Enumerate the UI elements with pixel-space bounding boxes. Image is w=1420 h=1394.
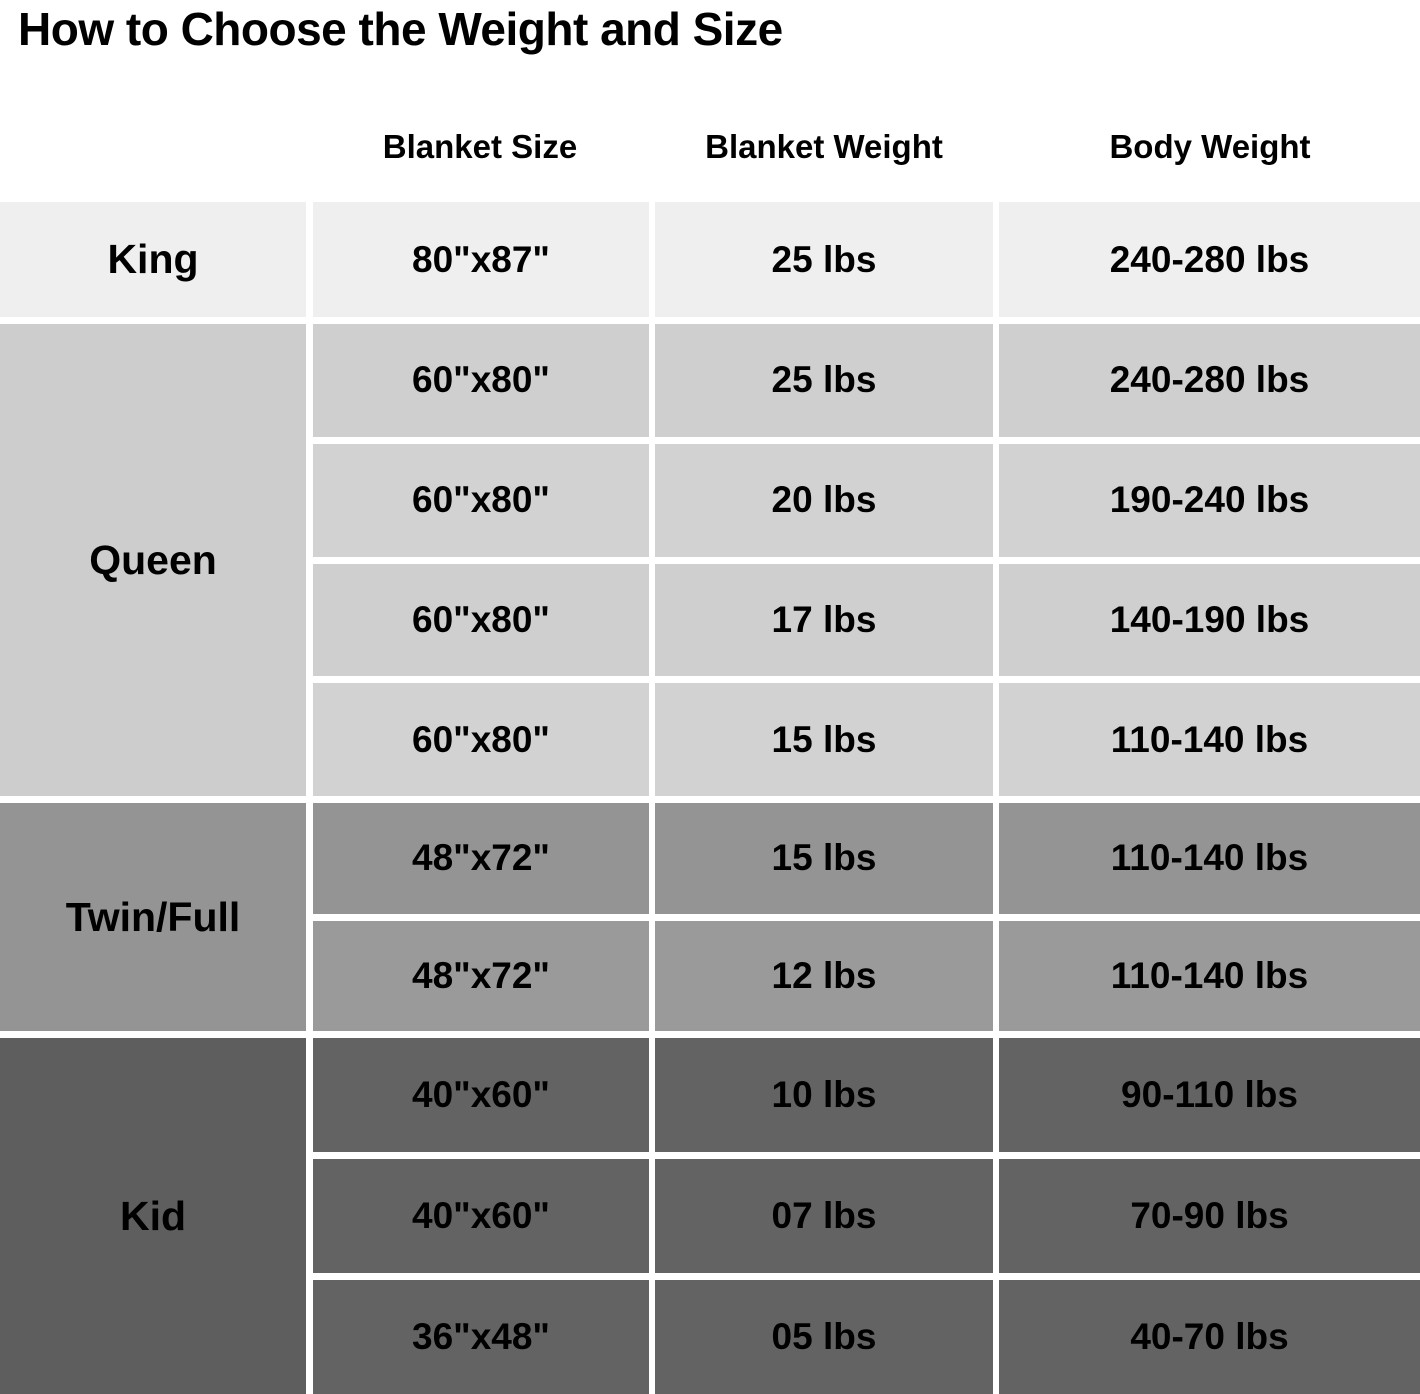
cell-blanket-size: 36"x48" <box>313 1280 649 1394</box>
cell-blanket-weight: 07 lbs <box>655 1159 993 1273</box>
cell-blanket-weight: 15 lbs <box>655 683 993 796</box>
cell-body-weight: 110-140 lbs <box>999 683 1420 796</box>
row-group-label-twin-full: Twin/Full <box>0 803 306 1031</box>
cell-blanket-weight: 05 lbs <box>655 1280 993 1394</box>
cell-body-weight: 110-140 lbs <box>999 920 1420 1031</box>
cell-blanket-size: 80"x87" <box>313 202 649 317</box>
cell-body-weight: 140-190 lbs <box>999 563 1420 677</box>
cell-blanket-weight: 17 lbs <box>655 563 993 677</box>
cell-blanket-weight: 25 lbs <box>655 324 993 437</box>
cell-blanket-weight: 20 lbs <box>655 443 993 557</box>
cell-body-weight: 240-280 lbs <box>999 202 1420 317</box>
page-title: How to Choose the Weight and Size <box>18 3 783 55</box>
cell-blanket-weight: 10 lbs <box>655 1038 993 1152</box>
cell-blanket-size: 48"x72" <box>313 803 649 914</box>
cell-blanket-size: 60"x80" <box>313 683 649 796</box>
cell-blanket-size: 60"x80" <box>313 324 649 437</box>
row-group-label-queen: Queen <box>0 324 306 796</box>
row-group-label-king: King <box>0 202 306 317</box>
cell-body-weight: 240-280 lbs <box>999 324 1420 437</box>
cell-blanket-size: 60"x80" <box>313 563 649 677</box>
row-group-label-kid: Kid <box>0 1038 306 1394</box>
cell-body-weight: 190-240 lbs <box>999 443 1420 557</box>
cell-body-weight: 90-110 lbs <box>999 1038 1420 1152</box>
cell-blanket-weight: 12 lbs <box>655 920 993 1031</box>
size-table: King 80"x87" 25 lbs 240-280 lbs Queen 60"x80"… <box>0 202 1420 1394</box>
column-header-blanket-size: Blanket Size <box>382 128 578 165</box>
cell-body-weight: 110-140 lbs <box>999 803 1420 914</box>
cell-blanket-weight: 15 lbs <box>655 803 993 914</box>
cell-blanket-size: 60"x80" <box>313 443 649 557</box>
column-header-blanket-weight: Blanket Weight <box>705 128 943 165</box>
cell-body-weight: 70-90 lbs <box>999 1159 1420 1273</box>
cell-blanket-weight: 25 lbs <box>655 202 993 317</box>
cell-blanket-size: 40"x60" <box>313 1159 649 1273</box>
cell-blanket-size: 40"x60" <box>313 1038 649 1152</box>
cell-body-weight: 40-70 lbs <box>999 1280 1420 1394</box>
cell-blanket-size: 48"x72" <box>313 920 649 1031</box>
column-header-body-weight: Body Weight <box>1109 128 1311 165</box>
